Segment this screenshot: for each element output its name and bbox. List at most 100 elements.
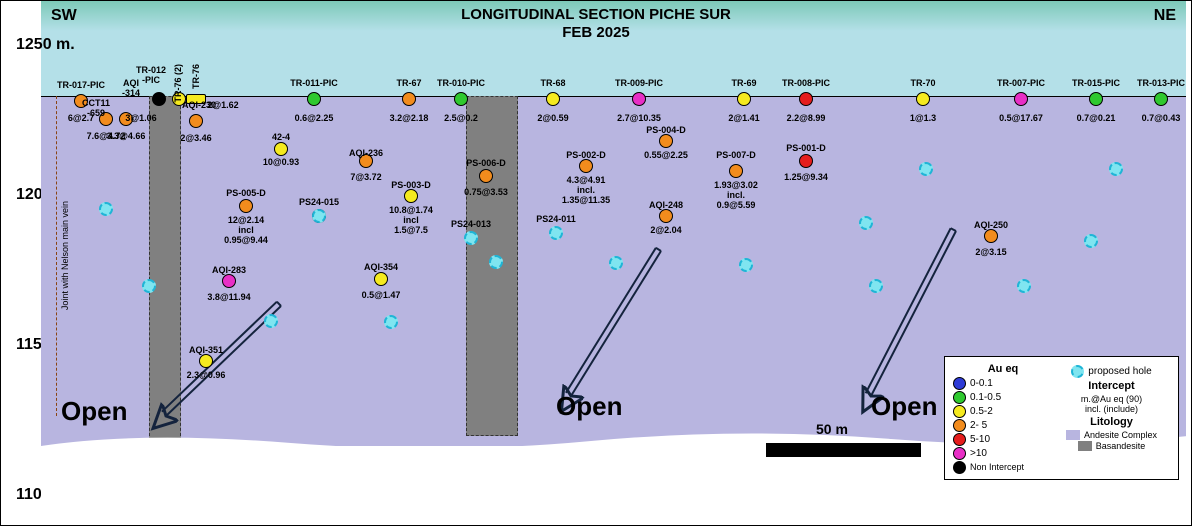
hole-value-ps007: 1.93@3.02incl.0.9@5.59 xyxy=(714,181,758,211)
hole-value-aqi230: 2@3.46 xyxy=(180,134,211,144)
legend-sw-01 xyxy=(953,391,966,404)
hole-value-ps003: 10.8@1.74incl1.5@7.5 xyxy=(389,206,433,236)
joint-line xyxy=(56,96,57,416)
legend-r2: 2- 5 xyxy=(970,420,987,431)
hole-label-tr012: TR-012-PIC xyxy=(136,66,166,86)
hole-label-ps003: PS-003-D xyxy=(391,181,431,191)
legend-r01: 0.1-0.5 xyxy=(970,392,1001,403)
hole-label-aqi250: AQI-250 xyxy=(974,221,1008,231)
hole-label-tr013: TR-013-PIC xyxy=(1137,79,1185,89)
hole-label-ps002: PS-002-D xyxy=(566,151,606,161)
hole-label-aqi230: AQI-230 xyxy=(182,101,216,111)
legend-r5: 5-10 xyxy=(970,434,990,445)
proposed-hole-10 xyxy=(1017,279,1031,293)
drill-hole-tr008 xyxy=(799,92,813,106)
drill-hole-tr009 xyxy=(632,92,646,106)
hole-label-ps006: PS-006-D xyxy=(466,159,506,169)
ne-label: NE xyxy=(1154,7,1176,25)
drill-hole-ps001 xyxy=(799,154,813,168)
drill-hole-ps006 xyxy=(479,169,493,183)
hole-value-aqi314a: 3.3@4.66 xyxy=(107,132,146,142)
proposed-hole-9 xyxy=(919,162,933,176)
hole-label-tr68: TR-68 xyxy=(540,79,565,89)
hole-value-aqi236: 7@3.72 xyxy=(350,173,381,183)
hole-label-aqi248: AQI-248 xyxy=(649,201,683,211)
drill-hole-ps002 xyxy=(579,159,593,173)
proposed-hole-1 xyxy=(142,279,156,293)
basandesite-body xyxy=(149,96,181,446)
sw-label: SW xyxy=(51,7,77,25)
legend-bas: Basandesite xyxy=(1096,441,1146,451)
hole-value-tr68: 2@0.59 xyxy=(537,114,568,124)
proposed-hole-PS24-013 xyxy=(464,231,478,245)
hole-label-tr70: TR-70 xyxy=(910,79,935,89)
drill-hole-ps007 xyxy=(729,164,743,178)
hole-value-aqi248: 2@2.04 xyxy=(650,226,681,236)
proposed-hole-PS24-011 xyxy=(549,226,563,240)
hole-value-tr010: 2.5@0.2 xyxy=(444,114,478,124)
hole-label-ps007: PS-007-D xyxy=(716,151,756,161)
hole-label-tr69: TR-69 xyxy=(731,79,756,89)
legend-r10: >10 xyxy=(970,448,987,459)
legend-non: Non Intercept xyxy=(970,463,1024,472)
scale-label: 50 m xyxy=(816,421,848,437)
hole-label-ps005: PS-005-D xyxy=(226,189,266,199)
drill-hole-tr011 xyxy=(307,92,321,106)
proposed-label-PS24-015: PS24-015 xyxy=(299,198,339,208)
hole-label-tr67: TR-67 xyxy=(396,79,421,89)
drill-hole-tr67 xyxy=(402,92,416,106)
proposed-hole-4 xyxy=(489,255,503,269)
drill-hole-aqi248 xyxy=(659,209,673,223)
proposed-hole-0 xyxy=(99,202,113,216)
hole-value-tr007: 0.5@17.67 xyxy=(999,114,1043,124)
legend-sw-prop xyxy=(1071,365,1084,378)
hole-value-ps002: 4.3@4.91incl.1.35@11.35 xyxy=(562,176,610,206)
drill-hole-tr69 xyxy=(737,92,751,106)
joint-label: Joint with Nelson main vein xyxy=(60,201,70,310)
drill-hole-tr007 xyxy=(1014,92,1028,106)
legend-int-desc: m.@Au eq (90) xyxy=(1053,394,1170,404)
drill-hole-tr013 xyxy=(1154,92,1168,106)
legend-and: Andesite Complex xyxy=(1084,430,1157,440)
legend-aueq-title: Au eq xyxy=(953,363,1053,375)
drill-hole-tr015 xyxy=(1089,92,1103,106)
hole-value-tr008: 2.2@8.99 xyxy=(787,114,826,124)
open-label-3: Open xyxy=(871,391,937,422)
proposed-hole-7 xyxy=(859,216,873,230)
hole-label-tr76r: TR-76 (2) xyxy=(173,64,183,103)
drill-hole-ps004 xyxy=(659,134,673,148)
hole-label-tr010: TR-010-PIC xyxy=(437,79,485,89)
hole-value-ps004: 0.55@2.25 xyxy=(644,151,688,161)
proposed-label-PS24-013: PS24-013 xyxy=(451,220,491,230)
hole-value-tr015: 0.7@0.21 xyxy=(1077,114,1116,124)
hole-label-aqi354: AQI-354 xyxy=(364,263,398,273)
drill-hole-tr010 xyxy=(454,92,468,106)
title-line2: FEB 2025 xyxy=(562,24,630,41)
legend-sw-5 xyxy=(953,433,966,446)
hole-value-aqi283: 3.8@11.94 xyxy=(207,293,250,303)
proposed-hole-12 xyxy=(1109,162,1123,176)
legend-sw-05 xyxy=(953,405,966,418)
hole-label-aqi236: AQI-236 xyxy=(349,149,383,159)
hole-value-tr012: 3@1.06 xyxy=(125,114,156,124)
drill-hole-aqi351 xyxy=(199,354,213,368)
proposed-hole-3 xyxy=(384,315,398,329)
hole-label-ps001: PS-001-D xyxy=(786,144,826,154)
scale-bar xyxy=(766,443,921,457)
hole-value-aqi354: 0.5@1.47 xyxy=(362,291,401,301)
legend: Au eq 0-0.1 0.1-0.5 0.5-2 2- 5 5-10 >10 … xyxy=(944,356,1179,480)
hole-value-tr009: 2.7@10.35 xyxy=(617,114,661,124)
hole-label-tr008: TR-008-PIC xyxy=(782,79,830,89)
proposed-hole-5 xyxy=(609,256,623,270)
legend-int-title: Intercept xyxy=(1053,380,1170,392)
legend-sw-00 xyxy=(953,377,966,390)
hole-label-h424: 42-4 xyxy=(272,133,290,143)
proposed-label-PS24-011: PS24-011 xyxy=(536,215,576,225)
section-container: LONGITUDINAL SECTION PICHE SUR FEB 2025 … xyxy=(0,0,1192,526)
legend-sq-bas xyxy=(1078,441,1092,451)
hole-label-tr015: TR-015-PIC xyxy=(1072,79,1120,89)
hole-value-tr011: 0.6@2.25 xyxy=(295,114,334,124)
drill-hole-aqi230 xyxy=(189,114,203,128)
hole-value-ps005: 12@2.14incl0.95@9.44 xyxy=(224,216,268,246)
hole-label-cct11: CCT11-659 xyxy=(82,99,110,119)
